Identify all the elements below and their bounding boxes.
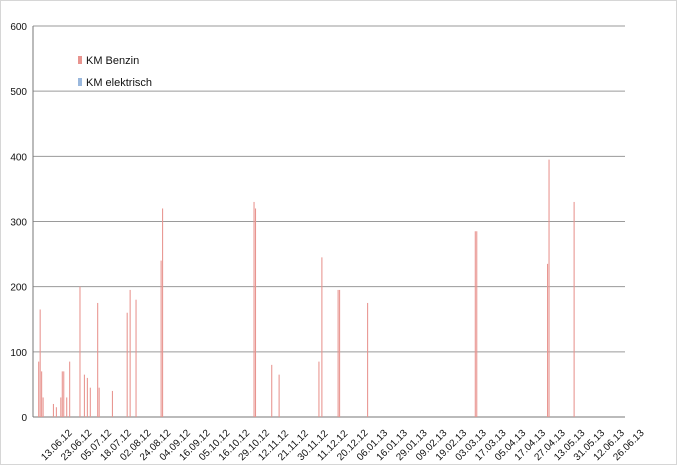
bar-km-benzin — [69, 361, 71, 417]
bar-km-benzin — [573, 201, 575, 417]
bar-km-benzin — [547, 263, 549, 417]
legend-swatch-elektrisch — [78, 78, 82, 86]
bar-km-benzin — [42, 397, 44, 417]
bar-km-benzin — [339, 289, 341, 417]
bar-km-benzin — [162, 208, 164, 417]
bar-km-benzin — [61, 371, 63, 417]
gridlines — [33, 25, 625, 418]
bar-km-benzin — [367, 302, 369, 417]
bar-km-benzin — [318, 361, 320, 417]
bar-km-benzin — [52, 403, 54, 417]
bar-km-benzin — [474, 231, 476, 417]
bar-km-benzin — [66, 397, 68, 417]
bar-km-benzin — [126, 312, 128, 417]
y-tick-label: 500 — [10, 87, 27, 98]
bar-km-benzin — [129, 289, 131, 417]
bar-km-benzin — [548, 159, 550, 417]
legend-label-elektrisch: KM elektrisch — [86, 77, 152, 89]
legend-label-benzin: KM Benzin — [86, 55, 139, 67]
bar-km-benzin — [41, 371, 43, 417]
bar-km-benzin — [160, 260, 162, 417]
bar-km-benzin — [60, 397, 62, 417]
bar-km-benzin — [271, 364, 273, 417]
legend-swatch-benzin — [78, 56, 82, 64]
bar-km-benzin — [337, 289, 339, 417]
bar-km-benzin — [254, 208, 257, 417]
bar-km-benzin — [83, 374, 85, 417]
bars — [38, 159, 575, 417]
y-tick-label: 100 — [10, 348, 27, 359]
bar-km-benzin — [55, 407, 57, 417]
bar-km-benzin — [86, 377, 88, 417]
bar-km-benzin — [135, 299, 137, 417]
y-tick-label: 300 — [10, 218, 27, 229]
y-tick-label: 400 — [10, 152, 27, 163]
bar-km-benzin — [38, 361, 40, 417]
bar-km-benzin — [321, 257, 323, 417]
bar-km-benzin — [79, 286, 81, 417]
y-tick-label: 200 — [10, 283, 27, 294]
y-axis: 0 100 200 300 400 500 600 — [10, 22, 34, 424]
bar-km-benzin — [111, 390, 113, 417]
bar-km-benzin — [278, 374, 280, 417]
bar-km-benzin — [63, 371, 65, 417]
bar-km-benzin — [476, 231, 478, 417]
bar-km-benzin — [89, 387, 91, 417]
bar-km-benzin — [97, 302, 99, 417]
y-tick-label: 0 — [21, 413, 27, 424]
bar-km-benzin — [253, 201, 255, 417]
bar-km-benzin — [98, 387, 100, 417]
bar-km-benzin — [39, 309, 41, 417]
y-tick-label: 600 — [10, 22, 27, 33]
x-axis: 13.06.1223.06.1205.07.1218.07.1202.08.12… — [39, 428, 647, 464]
legend: KM Benzin KM elektrisch — [78, 55, 152, 89]
